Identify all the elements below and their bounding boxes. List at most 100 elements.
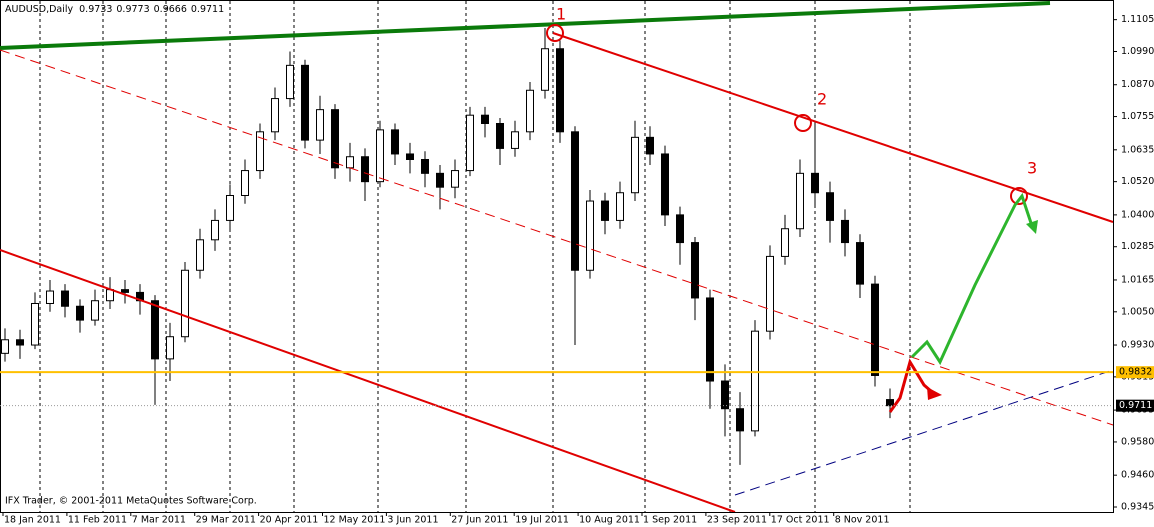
- candle-body: [196, 239, 204, 271]
- candle-body: [721, 380, 729, 410]
- price-label: 0.9711: [1119, 400, 1152, 411]
- candle-body: [316, 109, 324, 141]
- candle-body: [61, 290, 69, 307]
- x-tick-label: 12 May 2011: [324, 515, 386, 526]
- candle-body: [466, 114, 474, 172]
- candle-body: [601, 200, 609, 221]
- green-arrowhead: [1026, 220, 1038, 234]
- candle-body: [301, 64, 309, 141]
- candle-body: [766, 255, 774, 332]
- candle-body: [826, 192, 834, 221]
- green-arrow: [910, 192, 1034, 366]
- x-tick-label: 8 Nov 2011: [835, 515, 890, 526]
- candle-body: [811, 172, 819, 194]
- candle-body: [631, 136, 639, 194]
- red-arrow: [888, 358, 933, 413]
- level-label: 0.9832: [1119, 367, 1152, 378]
- candle-body: [796, 172, 804, 230]
- candle-body: [106, 289, 114, 302]
- candle-body: [571, 131, 579, 271]
- red-channel-bottom: [0, 249, 736, 513]
- red-channel-top: [552, 32, 1114, 223]
- candle-body: [241, 170, 249, 196]
- candle-body: [556, 48, 564, 133]
- y-tick-label: 0.9580: [1121, 436, 1154, 447]
- open: 0.9733: [79, 4, 112, 15]
- candle-body: [46, 290, 54, 304]
- y-tick-label: 1.0050: [1121, 306, 1154, 317]
- candle-body: [391, 129, 399, 155]
- candle-body: [226, 194, 234, 221]
- green-trendline: [0, 1, 1051, 50]
- candle-body: [421, 158, 429, 174]
- candle-body: [691, 242, 699, 299]
- y-tick-label: 1.0755: [1121, 111, 1154, 122]
- price-label-box: [1116, 399, 1154, 412]
- symbol: AUDUSD,Daily: [5, 4, 74, 15]
- candle-body: [211, 219, 219, 241]
- candle-body: [451, 170, 459, 188]
- candle-body: [511, 131, 519, 149]
- x-tick-label: 18 Jan 2011: [4, 515, 61, 526]
- candle-body: [406, 153, 414, 160]
- candle-body: [376, 129, 384, 183]
- annotation: 2: [817, 90, 827, 109]
- red-channel-mid: [0, 49, 1114, 426]
- annotation: 3: [1027, 159, 1037, 178]
- trendlines: [0, 1, 1114, 513]
- x-tick-label: 10 Aug 2011: [579, 515, 640, 526]
- y-tick-label: 1.0400: [1121, 209, 1154, 220]
- circle-marker: [794, 114, 812, 132]
- x-tick-label: 23 Sep 2011: [707, 515, 767, 526]
- x-tick-label: 19 Jul 2011: [515, 515, 569, 526]
- y-tick-label: 0.9460: [1121, 470, 1154, 481]
- candle-body: [121, 289, 129, 293]
- y-tick-label: 1.0165: [1121, 274, 1154, 285]
- candle-body: [31, 302, 39, 346]
- candle-body: [616, 192, 624, 221]
- candle-body: [91, 300, 99, 321]
- candles: [1, 27, 894, 465]
- candle-body: [526, 89, 534, 133]
- candle-body: [676, 214, 684, 244]
- x-tick-label: 3 Jun 2011: [387, 515, 438, 526]
- candle-body: [661, 153, 669, 216]
- y-tick-label: 1.0990: [1121, 46, 1154, 57]
- candle-body: [751, 330, 759, 432]
- annotation: 1: [556, 5, 566, 24]
- candle-body: [646, 136, 654, 155]
- candle-body: [706, 297, 714, 382]
- candle-body: [181, 269, 189, 338]
- x-tick-label: 7 Mar 2011: [132, 515, 186, 526]
- y-tick-label: 1.0285: [1121, 241, 1154, 252]
- x-tick-label: 27 Jun 2011: [451, 515, 508, 526]
- level-label-box: [1116, 366, 1154, 379]
- candle-body: [736, 408, 744, 432]
- credit: IFX Trader, © 2001-2011 MetaQuotes Softw…: [5, 496, 257, 507]
- candle-body: [481, 114, 489, 125]
- candle-body: [436, 172, 444, 188]
- candle-body: [271, 98, 279, 133]
- x-tick-label: 11 Feb 2011: [68, 515, 127, 526]
- chart-title: AUDUSD,Daily 0.9733 0.9773 0.9666 0.9711: [5, 4, 224, 15]
- x-tick-label: 1 Sep 2011: [643, 515, 697, 526]
- blue-trendline: [734, 369, 1114, 496]
- circle-marker: [1010, 187, 1028, 205]
- candle-body: [871, 283, 879, 376]
- y-tick-label: 0.9345: [1121, 502, 1154, 513]
- candle-body: [256, 131, 264, 172]
- x-tick-label: 29 Mar 2011: [196, 515, 256, 526]
- candle-body: [166, 336, 174, 360]
- y-tick-label: 1.0870: [1121, 79, 1154, 90]
- y-tick-label: 0.9930: [1121, 340, 1154, 351]
- high: 0.9773: [116, 4, 149, 15]
- candle-body: [286, 64, 294, 100]
- candle-body: [76, 305, 84, 321]
- candle-body: [151, 300, 159, 360]
- close: 0.9711: [191, 4, 224, 15]
- candle-body: [856, 242, 864, 285]
- candle-body: [496, 123, 504, 149]
- x-tick-label: 17 Oct 2011: [771, 515, 830, 526]
